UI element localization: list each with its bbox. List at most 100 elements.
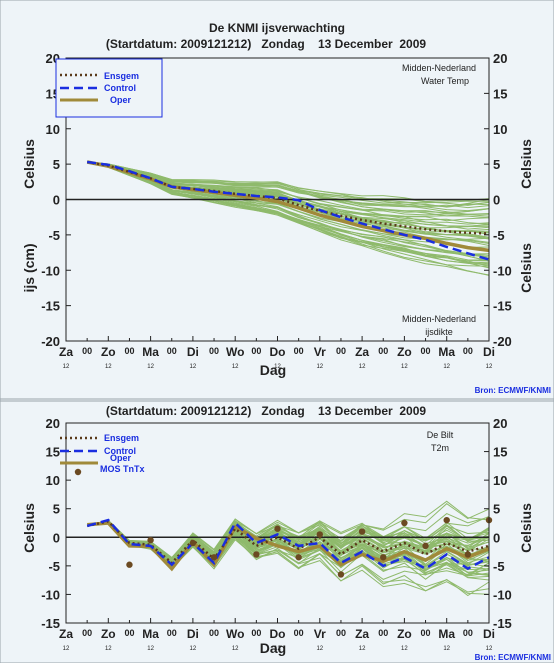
top-xlabel: Dag — [260, 362, 286, 378]
top-xtick-mid-label: 00 — [167, 346, 177, 356]
bot-mos-point — [358, 528, 366, 535]
top-location-label-bottom: Midden-Nederland — [402, 314, 476, 324]
bot-xtick-mid-label: 00 — [378, 628, 388, 638]
bot-xtick-mid-label: 00 — [124, 628, 134, 638]
bottom-subtitle: (Startdatum: 2009121212) Zondag 13 Decem… — [106, 404, 426, 418]
top-legend-control: Control — [104, 83, 136, 93]
bot-ytick-label-right: 20 — [493, 416, 507, 431]
bot-mos-point — [189, 539, 197, 547]
bot-ytick-label-left: -15 — [41, 616, 60, 631]
top-ytick-label-right: 5 — [493, 157, 500, 172]
top-ytick-label-left: -10 — [41, 263, 60, 278]
top-ytick-label-right: 10 — [493, 122, 507, 137]
top-xtick-hour-label: 12 — [147, 364, 154, 370]
bot-xtick-day-label: Wo — [226, 627, 244, 641]
bot-xtick-mid-label: 00 — [336, 628, 346, 638]
top-ensemble-member — [87, 161, 490, 265]
top-xtick-day-label: Zo — [397, 345, 412, 359]
bottom-legend-ensgem: Ensgem — [104, 433, 139, 443]
top-ytick-label-right: -20 — [493, 334, 512, 349]
bot-xtick-mid-label: 00 — [167, 628, 177, 638]
bot-xtick-day-label: Ma — [438, 627, 455, 641]
top-xtick-day-label: Di — [187, 345, 199, 359]
top-ensemble-member — [87, 161, 490, 222]
bot-ytick-label-right: 5 — [493, 502, 500, 517]
bot-mos-point — [295, 554, 302, 561]
bot-xtick-hour-label: 12 — [105, 646, 112, 652]
top-legend-oper: Oper — [110, 95, 132, 105]
top-ensemble-member — [87, 161, 490, 206]
bot-xtick-hour-label: 12 — [359, 646, 366, 652]
top-xtick-hour-label: 12 — [401, 364, 408, 370]
bot-xtick-day-label: Zo — [397, 627, 412, 641]
top-x-axis-ticks: Za 12 Zo 12 Ma 12 Di 12 Wo 12 Do 12 Vr 12 Za 12 Zo 12 Ma 12… — [59, 336, 495, 370]
top-xtick-hour-label: 12 — [274, 364, 281, 370]
top-xtick-mid-label: 00 — [209, 346, 219, 356]
top-ytick-label-right: 20 — [493, 51, 507, 66]
bot-xtick-hour-label: 12 — [401, 646, 408, 652]
top-xtick-day-label: Zo — [101, 345, 116, 359]
bot-ytick-label-right: 15 — [493, 445, 507, 460]
bot-ytick-label-right: -15 — [493, 616, 512, 631]
bot-xtick-hour-label: 12 — [232, 646, 239, 652]
bot-xtick-mid-label: 00 — [463, 628, 473, 638]
bottom-mos-points — [126, 516, 493, 578]
bottom-ylabel-left: Celsius — [21, 503, 37, 553]
bottom-x-axis-ticks: Za 12 Zo 12 Ma 12 Di 12 Wo 12 Do 12 Vr 12 Za 12 Zo 12 Ma 12… — [59, 618, 495, 652]
top-xtick-day-label: Do — [270, 345, 286, 359]
bot-mos-point — [464, 551, 472, 558]
top-ytick-label-left: -15 — [41, 299, 60, 314]
top-xtick-hour-label: 12 — [232, 364, 239, 370]
bot-mos-point — [422, 542, 429, 550]
bot-xtick-mid-label: 00 — [294, 628, 304, 638]
bot-ytick-label-left: 15 — [46, 445, 60, 460]
bot-ensgem-line — [86, 519, 490, 565]
top-xtick-hour-label: 12 — [316, 364, 323, 370]
bot-xtick-hour-label: 12 — [486, 646, 493, 652]
bottom-y-axis-ticks: -15 -15 -10 -10 -5 -5 0 0 5 5 10 10 15 15 20 20 — [41, 416, 512, 631]
top-ytick-label-right: -10 — [493, 263, 512, 278]
top-ytick-label-right: 0 — [493, 193, 500, 208]
top-source-label: Bron: ECMWF/KNMI — [475, 386, 551, 395]
bot-xtick-day-label: Za — [355, 627, 369, 641]
top-xtick-day-label: Ma — [438, 345, 455, 359]
top-subtitle: (Startdatum: 2009121212) Zondag 13 Decem… — [106, 37, 426, 51]
top-panel-border — [0, 0, 554, 400]
bot-xtick-day-label: Do — [270, 627, 286, 641]
top-xtick-mid-label: 00 — [294, 346, 304, 356]
bot-mos-point — [443, 516, 450, 524]
bot-mos-point — [210, 554, 218, 561]
bot-mos-point — [126, 561, 133, 568]
top-ylabel-right-lower: Celsius — [518, 243, 534, 293]
top-ylabel-right-upper: Celsius — [518, 139, 534, 189]
top-xtick-mid-label: 00 — [82, 346, 92, 356]
bot-xtick-mid-label: 00 — [251, 628, 261, 638]
bot-mos-point — [380, 554, 387, 561]
bot-xtick-hour-label: 12 — [443, 646, 450, 652]
top-xtick-day-label: Di — [483, 345, 495, 359]
bot-xtick-day-label: Di — [483, 627, 495, 641]
bot-xtick-mid-label: 00 — [82, 628, 92, 638]
top-xtick-hour-label: 12 — [105, 364, 112, 370]
top-xtick-mid-label: 00 — [251, 346, 261, 356]
top-xtick-mid-label: 00 — [336, 346, 346, 356]
top-ytick-label-left: 0 — [53, 193, 60, 208]
bottom-xlabel: Dag — [260, 640, 286, 656]
top-ytick-label-left: 5 — [53, 157, 60, 172]
top-ytick-label-left: -20 — [41, 334, 60, 349]
bot-mos-point — [337, 571, 345, 578]
top-xtick-day-label: Za — [59, 345, 73, 359]
bot-xtick-day-label: Vr — [314, 627, 326, 641]
bot-xtick-hour-label: 12 — [147, 646, 154, 652]
top-xtick-hour-label: 12 — [63, 364, 70, 370]
top-xtick-mid-label: 00 — [378, 346, 388, 356]
bot-ytick-label-left: 20 — [46, 416, 60, 431]
top-variable-label-bottom: ijsdikte — [425, 327, 453, 337]
top-xtick-day-label: Wo — [226, 345, 244, 359]
bottom-legend-control: Control — [104, 446, 136, 456]
bot-xtick-hour-label: 12 — [274, 646, 281, 652]
bot-xtick-mid-label: 00 — [209, 628, 219, 638]
bottom-series — [86, 518, 490, 572]
top-oper-line — [86, 160, 490, 253]
